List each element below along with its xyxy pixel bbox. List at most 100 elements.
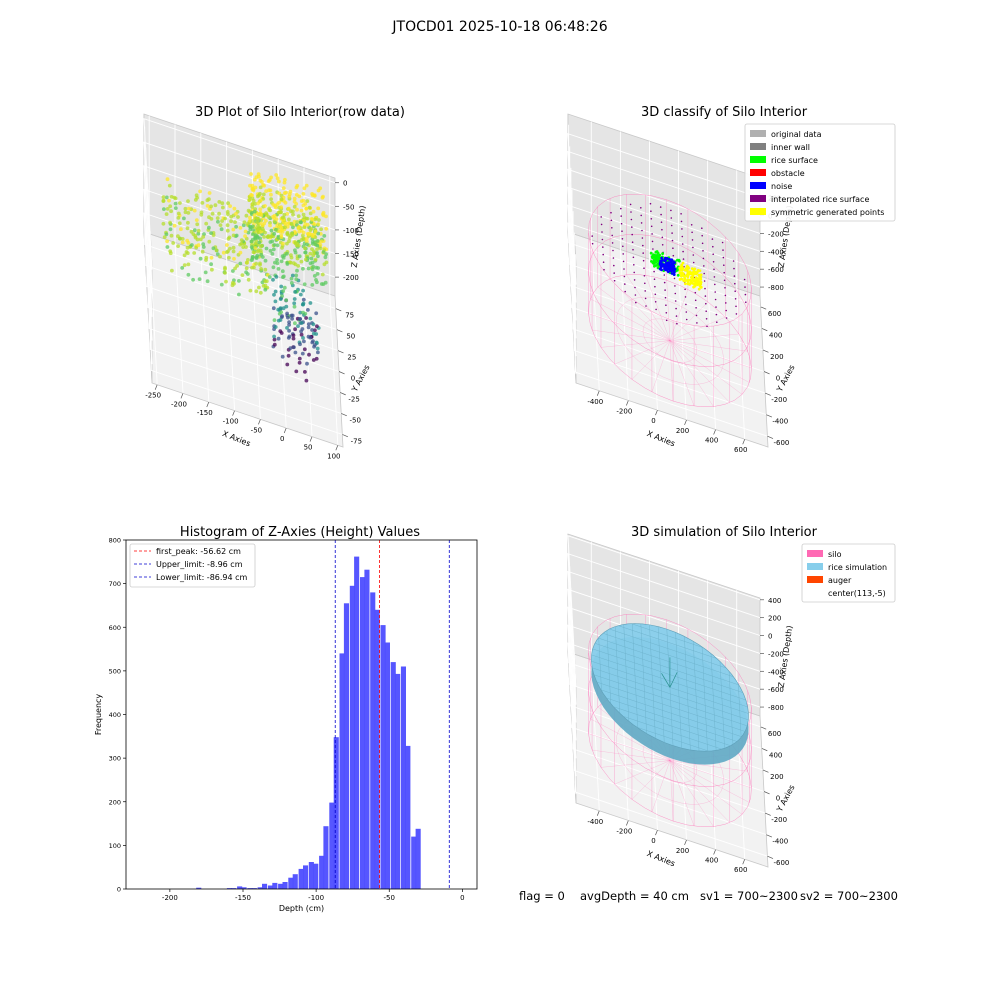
raw-data-point <box>237 279 241 283</box>
raw-data-point <box>300 351 305 356</box>
histogram-bar <box>354 556 360 889</box>
interpolated-point <box>621 230 623 232</box>
histogram-bar <box>303 865 309 889</box>
raw-data-point <box>264 189 268 194</box>
grid-line-z <box>143 212 336 365</box>
raw-data-point <box>311 209 316 214</box>
raw-data-point <box>186 199 190 204</box>
raw-data-point <box>314 311 319 316</box>
histogram-axes-frame <box>125 539 478 890</box>
silo-floor-spoke <box>669 340 743 395</box>
interpolated-point <box>640 214 642 217</box>
interpolated-point <box>734 282 736 285</box>
x-tick-label: 600 <box>734 866 747 874</box>
raw-data-point <box>266 179 271 184</box>
interpolated-point <box>653 278 656 281</box>
raw-data-point <box>257 285 261 290</box>
interpolated-point <box>695 307 697 309</box>
histogram-bar <box>400 666 406 889</box>
raw-data-point <box>273 289 278 294</box>
raw-data-point <box>317 218 321 222</box>
raw-data-point <box>294 369 299 374</box>
interpolated-point <box>654 301 657 303</box>
raw-data-point <box>310 234 315 239</box>
z-tick-label: 0 <box>768 633 772 641</box>
silo-floor-spoke <box>669 340 714 407</box>
silo-floor-spoke <box>669 340 752 368</box>
y-tick-label: 0 <box>351 375 355 383</box>
raw-data-point <box>292 301 297 306</box>
raw-data-point <box>250 193 254 198</box>
raw-data-point <box>270 252 275 256</box>
noise-point <box>658 263 662 266</box>
x-tick <box>232 410 235 416</box>
interpolated-point <box>674 292 677 295</box>
raw-data-point <box>297 194 302 199</box>
raw-data-point <box>227 235 232 240</box>
raw-data-point <box>296 324 300 328</box>
raw-data-point <box>287 194 292 199</box>
raw-data-point <box>301 288 305 293</box>
raw-data-point <box>221 205 225 210</box>
classify-chart-title: 3D classify of Silo Interior <box>641 105 808 120</box>
rice-mesh-line <box>592 648 746 701</box>
interpolated-point <box>682 250 684 253</box>
raw-data-point <box>269 197 273 202</box>
silo-floor-spoke <box>590 298 671 341</box>
x-tick <box>335 445 339 451</box>
silo-floor-spoke <box>669 760 730 823</box>
raw-data-point <box>304 316 308 320</box>
raw-data-point <box>292 297 297 301</box>
raw-data-point <box>256 224 260 228</box>
raw-data-point <box>305 216 310 221</box>
raw-data-point <box>198 237 203 242</box>
raw-data-point <box>316 350 320 355</box>
raw-data-point <box>273 205 278 210</box>
interpolated-point <box>704 287 706 290</box>
raw-data-point <box>197 277 202 281</box>
raw-data-point <box>185 226 190 231</box>
x-tick-label: -250 <box>145 392 161 400</box>
interpolated-point <box>674 285 676 287</box>
silo-floor-spoke <box>669 760 674 822</box>
y-tick-label: -75 <box>351 437 362 445</box>
interpolated-point <box>723 264 725 267</box>
raw-data-point <box>279 235 284 240</box>
interpolated-point <box>714 283 716 286</box>
raw-data-point <box>225 223 230 228</box>
interpolated-point <box>723 279 726 282</box>
interpolated-point <box>703 272 705 275</box>
raw-data-point <box>243 234 248 239</box>
raw-data-point <box>231 233 236 238</box>
histogram-bar <box>390 662 396 889</box>
interpolated-point <box>611 227 613 229</box>
raw-data-point <box>217 211 222 216</box>
interpolated-point <box>623 268 625 270</box>
legend-swatch <box>750 156 766 163</box>
x-tick <box>684 419 687 425</box>
raw-data-point <box>231 227 236 232</box>
raw-data-point <box>251 224 255 229</box>
interpolated-point <box>591 242 594 245</box>
raw-data-point <box>201 245 206 249</box>
raw-data-point <box>225 210 230 214</box>
interpolated-point <box>661 236 664 239</box>
raw-data-point <box>305 361 309 366</box>
rice-mesh-line <box>728 671 734 745</box>
raw-data-point <box>199 210 204 215</box>
raw-data-point <box>258 290 263 295</box>
interpolated-point <box>734 298 737 300</box>
raw-data-point <box>324 226 329 231</box>
raw-data-point <box>279 226 284 231</box>
raw-data-point <box>302 282 307 287</box>
raw-data-point <box>281 241 285 246</box>
raw-data-point <box>279 284 284 289</box>
grid-line-z <box>567 570 761 723</box>
raw-data-point <box>289 276 294 281</box>
raw-data-point <box>303 246 307 251</box>
raw-data-point <box>303 257 308 262</box>
interpolated-point <box>701 227 703 229</box>
y-tick <box>763 791 770 795</box>
z-tick-label: -200 <box>343 274 359 282</box>
raw-data-point <box>180 237 185 241</box>
